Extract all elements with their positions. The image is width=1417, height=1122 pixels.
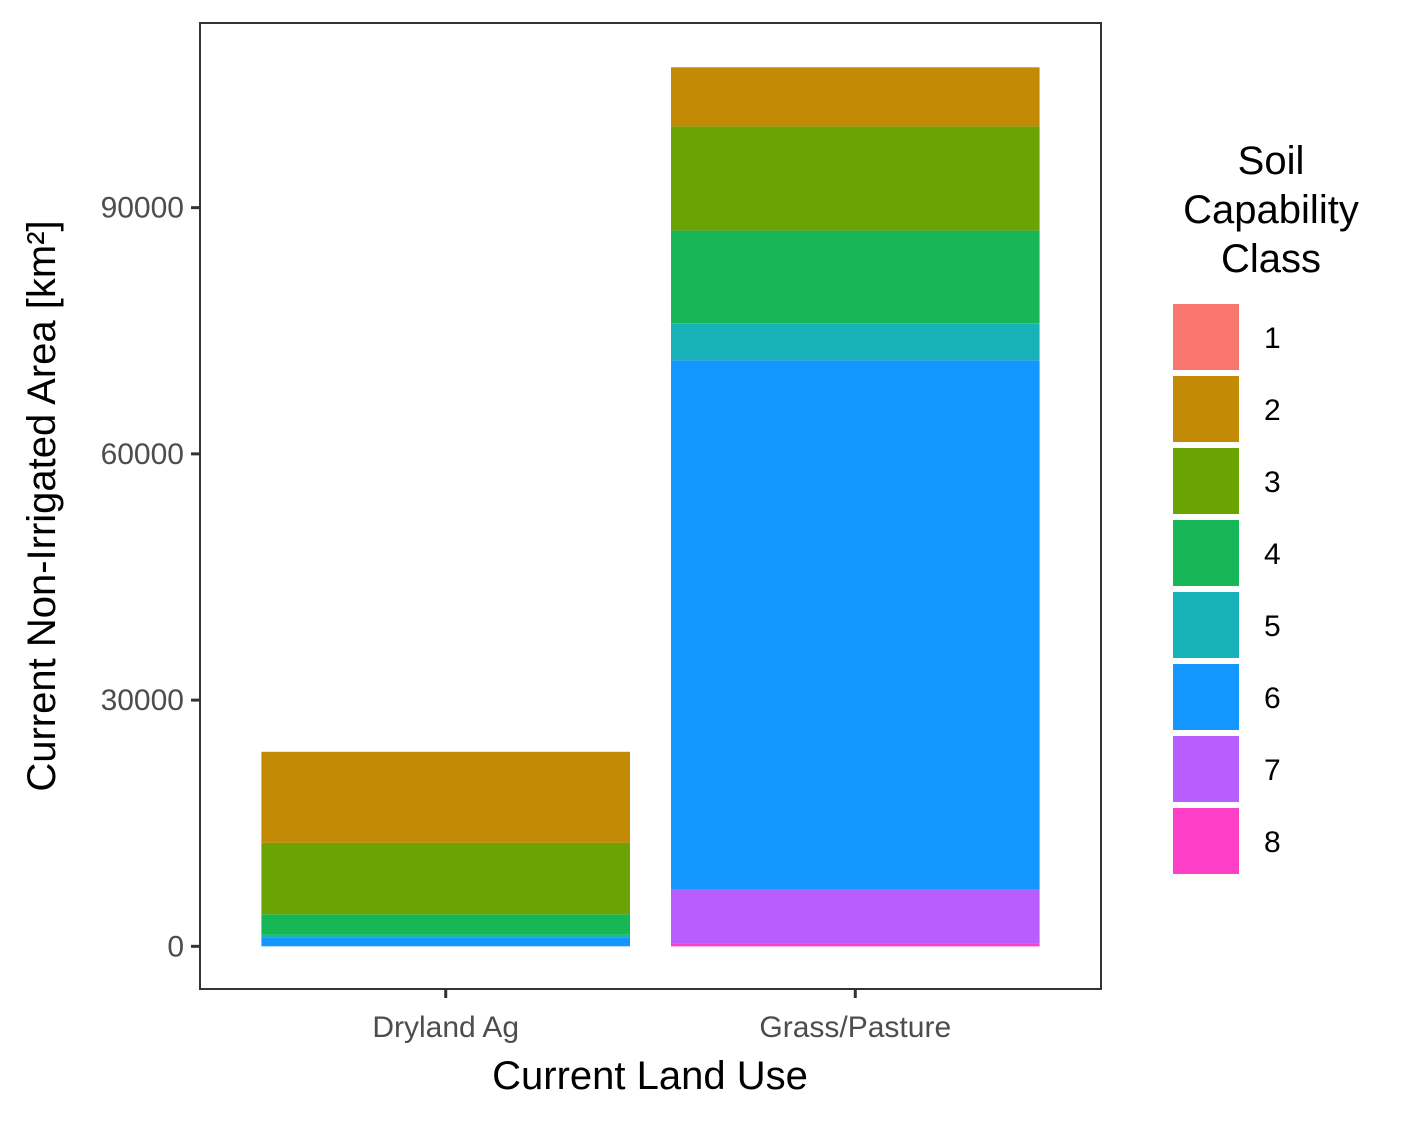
x-tick-label: Grass/Pasture [759,1011,951,1044]
legend-label: 8 [1264,826,1281,859]
y-tick-label: 60000 [101,438,184,471]
legend-key-2 [1173,376,1239,442]
legend-key-1 [1173,304,1239,370]
legend-key-4 [1173,520,1239,586]
legend-label: 1 [1264,322,1281,355]
legend-title: Class [1221,237,1321,281]
legend-label: 2 [1264,394,1281,427]
x-axis-title: Current Land Use [492,1054,808,1098]
bar-segment-grass-pasture-class-8 [671,943,1040,947]
bar-segment-grass-pasture-class-2 [671,67,1040,127]
y-axis-title: Current Non-Irrigated Area [km²] [20,220,64,791]
legend-key-6 [1173,664,1239,730]
bar-segments [261,67,1040,947]
y-tick-label: 30000 [101,684,184,717]
y-axis: 0 30000 60000 90000 [101,192,200,963]
bar-segment-grass-pasture-class-5 [671,323,1040,361]
legend-key-7 [1173,736,1239,802]
legend-label: 3 [1264,466,1281,499]
x-tick-label: Dryland Ag [372,1011,519,1044]
y-tick-label: 0 [167,930,184,963]
bar-segment-dryland-ag-class-2 [261,751,630,843]
bar-segment-grass-pasture-class-3 [671,126,1040,231]
bar-segment-grass-pasture-class-6 [671,360,1040,890]
legend-label: 5 [1264,610,1281,643]
legend-label: 4 [1264,538,1281,571]
x-axis: Dryland Ag Grass/Pasture [372,989,951,1044]
legend-title: Soil [1238,139,1305,183]
legend-key-5 [1173,592,1239,658]
bar-segment-dryland-ag-class-6 [261,937,630,947]
bar-segment-grass-pasture-class-7 [671,889,1040,944]
legend-title: Capability [1183,188,1359,232]
bar-segment-dryland-ag-class-3 [261,842,630,915]
legend: Soil Capability Class 1 2 3 4 5 6 7 8 [1173,139,1359,874]
y-tick-label: 90000 [101,192,184,225]
bar-segment-dryland-ag-class-4 [261,914,630,935]
legend-label: 7 [1264,754,1281,787]
bar-segment-grass-pasture-class-4 [671,230,1040,324]
legend-key-8 [1173,808,1239,874]
legend-key-3 [1173,448,1239,514]
legend-label: 6 [1264,682,1281,715]
bar-segment-dryland-ag-class-5 [261,934,630,938]
